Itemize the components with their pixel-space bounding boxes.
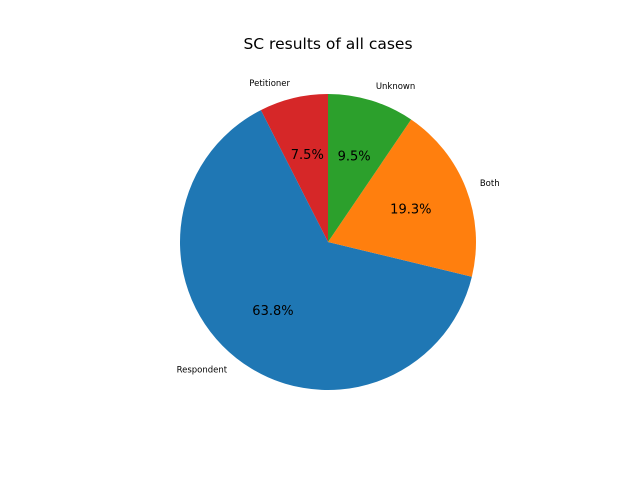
- slice-label-petitioner: Petitioner: [249, 79, 290, 89]
- slice-percent-respondent: 63.8%: [252, 304, 293, 319]
- pie-slice-petitioner: [260, 94, 328, 242]
- pie-slice-respondent: [180, 110, 472, 390]
- slice-label-both: Both: [480, 179, 500, 189]
- slice-label-respondent: Respondent: [177, 365, 228, 375]
- slice-percent-unknown: 9.5%: [338, 150, 371, 165]
- slice-percent-petitioner: 7.5%: [291, 148, 324, 163]
- pie-slice-both: [328, 119, 476, 277]
- chart-title: SC results of all cases: [243, 35, 412, 53]
- pie-slice-unknown: [328, 94, 412, 242]
- slice-label-unknown: Unknown: [376, 82, 415, 92]
- slice-percent-both: 19.3%: [390, 202, 431, 217]
- pie-labels: Petitioner 7.5% Respondent 63.8% Both 19.3% Un…: [177, 79, 500, 375]
- pie-slices: [180, 94, 476, 390]
